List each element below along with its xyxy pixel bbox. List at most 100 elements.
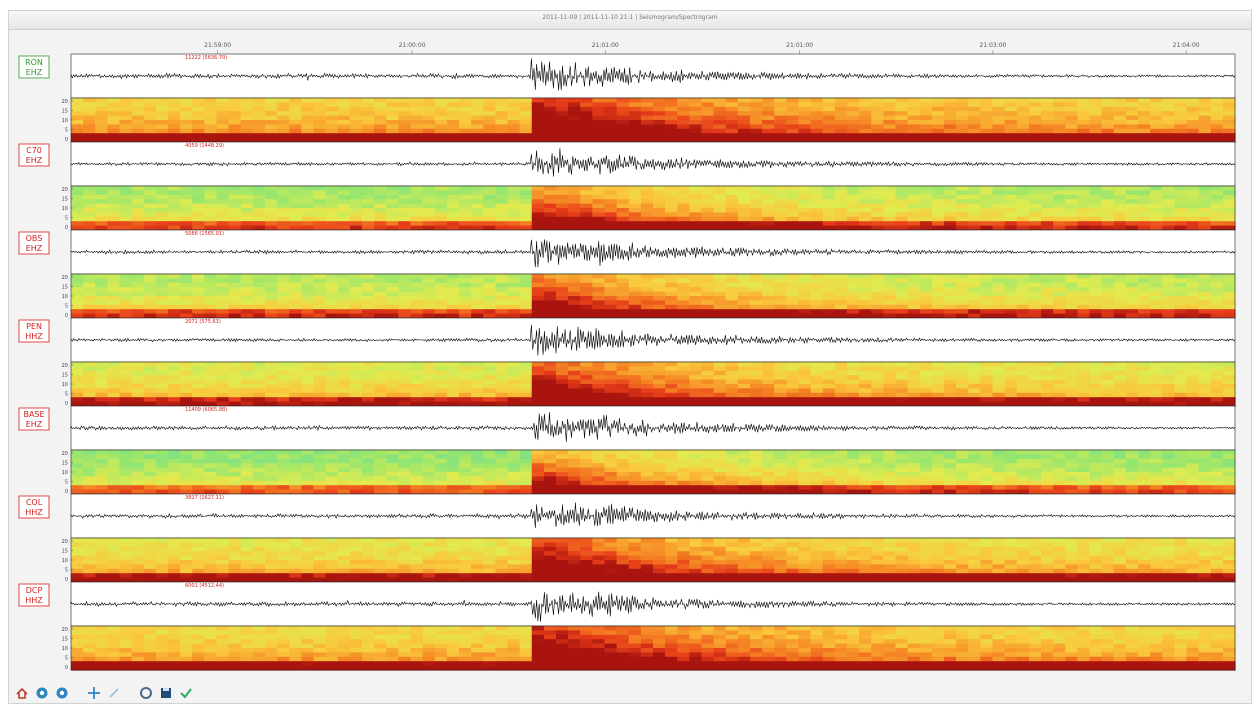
station-channel: EHZ — [26, 420, 43, 429]
frequency-tick-label: 0 — [65, 313, 68, 319]
back-icon — [36, 687, 48, 699]
pan-icon — [88, 687, 100, 699]
home-icon — [16, 687, 28, 699]
spectrogram-panel[interactable] — [71, 186, 1236, 231]
configure-icon — [140, 687, 152, 699]
frequency-tick-label: 10 — [62, 118, 68, 124]
station-label-box — [18, 495, 50, 519]
time-tick-label: 21:04:00 — [1173, 42, 1200, 49]
zoom-icon — [109, 688, 119, 698]
frequency-tick-label: 10 — [62, 470, 68, 476]
waveform-trace — [70, 412, 1236, 442]
station-code: BASE — [23, 410, 44, 419]
back-button[interactable] — [35, 686, 49, 700]
frequency-tick-label: 15 — [62, 461, 68, 467]
amplitude-counts: 3827 (1627.11) — [185, 495, 224, 501]
frequency-tick-label: 20 — [62, 275, 68, 281]
station-channel: EHZ — [26, 156, 43, 165]
frequency-tick-label: 0 — [65, 401, 68, 407]
frequency-tick-label: 0 — [65, 577, 68, 583]
time-tick-label: 21:01:00 — [786, 42, 813, 49]
frequency-tick-label: 15 — [62, 109, 68, 115]
zoom-button[interactable] — [107, 686, 121, 700]
waveform-trace — [70, 58, 1236, 91]
waveform-panel[interactable] — [70, 53, 1236, 99]
seismogram-spectrogram-plot[interactable]: 21:59:00 21:00:00 21:01:00 21:01:00 21:03:00… — [9, 30, 1252, 680]
waveform-trace — [70, 239, 1236, 268]
amplitude-counts: 5086 (1565.01) — [185, 231, 224, 237]
forward-button[interactable] — [55, 686, 69, 700]
plot-window: 2011-11-09 | 2011-11-10 21:1 | Seismogra… — [8, 10, 1252, 704]
station-label-box — [18, 231, 50, 255]
frequency-tick-label: 0 — [65, 137, 68, 143]
pan-button[interactable] — [87, 686, 101, 700]
frequency-tick-label: 5 — [65, 304, 68, 310]
plot-area[interactable]: 21:59:00 21:00:00 21:01:00 21:01:00 21:03:00… — [9, 30, 1251, 680]
home-button[interactable] — [15, 686, 29, 700]
spectrogram-panel[interactable] — [71, 626, 1236, 671]
frequency-tick-label: 20 — [62, 539, 68, 545]
amplitude-counts: 11409 (6065.88) — [185, 407, 227, 413]
waveform-trace — [70, 324, 1236, 356]
frequency-tick-label: 0 — [65, 665, 68, 671]
station-channel: HHZ — [25, 332, 43, 341]
station-code: OBS — [26, 234, 43, 243]
frequency-tick-label: 20 — [62, 363, 68, 369]
waveform-panel[interactable] — [70, 229, 1236, 275]
amplitude-counts: 2071 (575.63) — [185, 319, 221, 325]
check-button[interactable] — [179, 686, 193, 700]
frequency-tick-label: 20 — [62, 627, 68, 633]
frequency-tick-label: 20 — [62, 451, 68, 457]
frequency-tick-label: 10 — [62, 558, 68, 564]
frequency-tick-label: 15 — [62, 373, 68, 379]
station-code: PEN — [26, 322, 42, 331]
frequency-tick-label: 5 — [65, 480, 68, 486]
station-code: COL — [26, 498, 43, 507]
station-label-box — [18, 583, 50, 607]
frequency-tick-label: 15 — [62, 549, 68, 555]
frequency-tick-label: 5 — [65, 392, 68, 398]
frequency-tick-label: 0 — [65, 225, 68, 231]
frequency-tick-label: 10 — [62, 646, 68, 652]
spectrogram-panel[interactable] — [71, 538, 1236, 583]
navigation-toolbar — [9, 683, 1251, 703]
spectrogram-panel[interactable] — [71, 450, 1236, 495]
waveform-trace — [70, 148, 1236, 177]
station-channel: EHZ — [26, 244, 43, 253]
frequency-tick-label: 20 — [62, 99, 68, 105]
waveform-trace — [70, 502, 1236, 529]
spectrogram-panel[interactable] — [71, 274, 1236, 319]
station-label-box — [18, 143, 50, 167]
forward-icon — [56, 687, 68, 699]
frequency-tick-label: 5 — [65, 656, 68, 662]
station-code: C70 — [26, 146, 42, 155]
station-channel: HHZ — [25, 508, 43, 517]
station-channel: HHZ — [25, 596, 43, 605]
title-bar[interactable]: 2011-11-09 | 2011-11-10 21:1 | Seismogra… — [9, 11, 1251, 30]
frequency-tick-label: 10 — [62, 382, 68, 388]
check-icon — [180, 688, 192, 699]
time-tick-label: 21:01:00 — [592, 42, 619, 49]
time-tick-label: 21:00:00 — [399, 42, 426, 49]
amplitude-counts: 4059 (1448.29) — [185, 143, 224, 149]
frequency-tick-label: 15 — [62, 285, 68, 291]
save-button[interactable] — [159, 686, 173, 700]
spectrogram-panel[interactable] — [71, 362, 1236, 407]
spectrogram-panel[interactable] — [71, 98, 1236, 143]
waveform-panel[interactable] — [70, 141, 1236, 187]
frequency-tick-label: 5 — [65, 568, 68, 574]
frequency-tick-label: 10 — [62, 294, 68, 300]
configure-button[interactable] — [139, 686, 153, 700]
station-label-box — [18, 319, 50, 343]
time-tick-label: 21:03:00 — [979, 42, 1006, 49]
waveform-trace — [70, 591, 1236, 622]
frequency-tick-label: 5 — [65, 216, 68, 222]
save-icon — [161, 688, 171, 698]
